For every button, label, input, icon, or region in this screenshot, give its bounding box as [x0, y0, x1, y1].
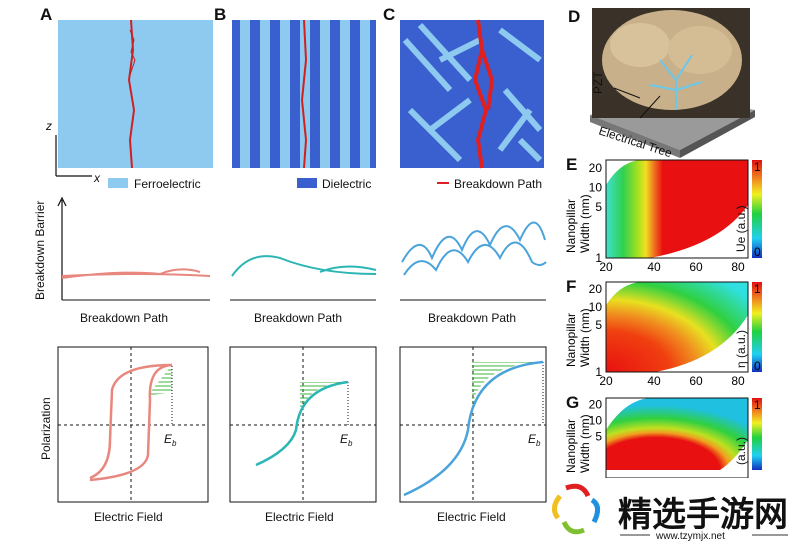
y-axis-label-2: Width (nm) [578, 308, 592, 367]
watermark-url: www.tzymjx.net [655, 531, 725, 542]
barrier-curve-b [231, 255, 377, 277]
pzt-electrical-tree-render [590, 8, 755, 158]
ferroelectric-needles [402, 22, 543, 163]
y-tick: 20 [589, 161, 603, 175]
row2-xlabel-c: Breakdown Path [428, 311, 516, 325]
breakdown-path-b [300, 19, 308, 169]
panel-label-c: C [383, 5, 395, 24]
colorbar-label-e: Ue (a.u.) [734, 205, 748, 252]
y-axis-label-1: Nanopillar [564, 313, 578, 367]
heatmap-g: G (a.u.) [566, 393, 762, 479]
legend-ferroelectric: Ferroelectric [134, 177, 201, 191]
legend-swatch-ferroelectric [108, 178, 128, 188]
legend-swatch-dielectric [297, 178, 317, 188]
y-tick: 10 [589, 300, 603, 314]
panel-label-a: A [40, 5, 52, 24]
colorbar-max: 1 [754, 398, 761, 412]
eb-label-b: Eb [340, 432, 353, 448]
legend-breakdown-path: Breakdown Path [454, 177, 542, 191]
colorbar-min: 0 [754, 359, 761, 373]
y-axis-label-1: Nanopillar [564, 199, 578, 253]
x-tick: 60 [689, 374, 703, 388]
colorbar-label-g: (a.u.) [734, 437, 748, 465]
row2-xlabel-b: Breakdown Path [254, 311, 342, 325]
y-tick: 10 [589, 413, 603, 427]
x-tick: 80 [731, 374, 745, 388]
x-tick: 20 [599, 374, 613, 388]
y-tick: 10 [589, 180, 603, 194]
breakdown-branch-a [129, 29, 136, 76]
colorbar-f [752, 282, 762, 372]
x-tick: 20 [599, 260, 613, 274]
colorbar-max: 1 [754, 160, 761, 174]
watermark-title: 精选手游网 [618, 496, 788, 534]
panel-label-g: G [566, 393, 579, 412]
colorbar-max: 1 [754, 282, 761, 296]
legend-dielectric: Dielectric [322, 177, 371, 191]
hysteresis-panel-a: Eb [57, 346, 209, 503]
x-axis-label: x [93, 171, 101, 185]
y-tick: 20 [589, 397, 603, 411]
dielectric-stripe-map [232, 20, 376, 168]
row3-xlabel-a: Electric Field [94, 510, 163, 524]
y-axis-label-2: Width (nm) [578, 414, 592, 473]
barrier-curve-a [61, 268, 211, 279]
row3-ylabel: Polarization [39, 397, 53, 460]
y-tick: 1 [595, 365, 602, 379]
row2-y-axis [57, 196, 67, 300]
row3-xlabel-c: Electric Field [437, 510, 506, 524]
panel-label-e: E [566, 155, 577, 174]
ferroelectric-domain-map [58, 20, 213, 168]
pzt-label: PZT [591, 71, 605, 94]
x-tick: 40 [647, 260, 661, 274]
colorbar-label-f: η (a.u.) [734, 330, 748, 368]
watermark: 精选手游网 www.tzymjx.net [548, 478, 796, 546]
y-axis-label-1: Nanopillar [564, 419, 578, 473]
z-axis-label: z [45, 119, 52, 133]
breakdown-path-c [472, 19, 495, 169]
colorbar-e [752, 160, 762, 258]
y-tick: 5 [595, 200, 602, 214]
row2-ylabel: Breakdown Barrier [33, 201, 47, 300]
y-tick: 5 [595, 318, 602, 332]
row3-xlabel-b: Electric Field [265, 510, 334, 524]
polarization-panel-c: Eb [399, 346, 547, 503]
barrier-curve-c [401, 221, 547, 276]
x-tick: 80 [731, 260, 745, 274]
colorbar-g [752, 398, 762, 470]
panel-label-d: D [568, 7, 580, 26]
y-axis-label-2: Width (nm) [578, 194, 592, 253]
x-tick: 60 [689, 260, 703, 274]
eb-label-c: Eb [528, 432, 541, 448]
colorbar-min: 0 [754, 245, 761, 259]
y-tick: 5 [595, 429, 602, 443]
x-tick: 40 [647, 374, 661, 388]
y-tick: 20 [589, 282, 603, 296]
panel-label-b: B [214, 5, 226, 24]
eb-label-a: Eb [164, 432, 177, 448]
polarization-panel-b: Eb [229, 346, 377, 503]
axes-arrows-a [55, 135, 92, 177]
row2-xlabel-a: Breakdown Path [80, 311, 168, 325]
y-tick: 1 [595, 251, 602, 265]
panel-label-f: F [566, 277, 576, 296]
